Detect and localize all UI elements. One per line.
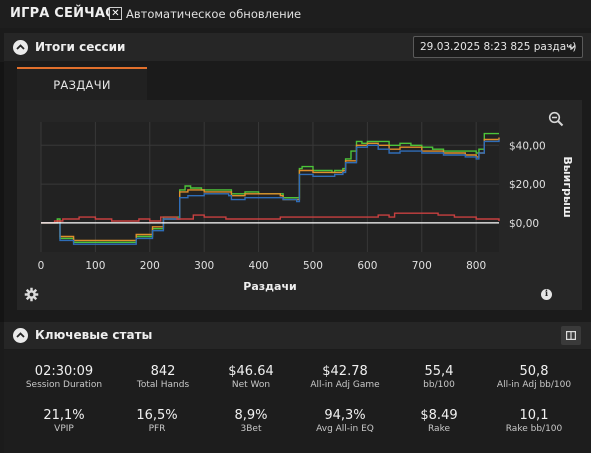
- stat-total-hands: 842 Total Hands: [115, 364, 211, 390]
- stat-net-won: $46.64 Net Won: [203, 364, 299, 390]
- stat-value: 50,8: [519, 364, 549, 379]
- auto-update-checkbox[interactable]: ✕: [109, 7, 122, 20]
- session-select[interactable]: 29.03.2025 8:23 825 раздач): [413, 36, 583, 58]
- top-bar: ИГРА СЕЙЧАС ✕ Автоматическое обновление: [0, 0, 591, 28]
- stat-value: $46.64: [228, 364, 274, 379]
- layout-toggle-button[interactable]: [561, 326, 581, 345]
- winnings-chart: 0 100 200 300 400 500 600 700 800 $0,00 $20,00 $40,…: [38, 122, 574, 293]
- tab-hands[interactable]: РАЗДАЧИ: [17, 67, 147, 100]
- stat-value: 842: [150, 364, 176, 379]
- chevron-up-icon: [16, 44, 25, 50]
- stat-label: 3Bet: [240, 424, 262, 434]
- auto-update-label[interactable]: Автоматическое обновление: [126, 7, 302, 21]
- stat-3bet: 8,9% 3Bet: [203, 408, 299, 434]
- stat-pfr: 16,5% PFR: [109, 408, 205, 434]
- key-stats-header: [4, 322, 591, 349]
- stat-label: Session Duration: [25, 380, 103, 390]
- gear-icon[interactable]: [24, 287, 39, 302]
- stat-value: 8,9%: [234, 408, 268, 423]
- stat-value: 94,3%: [324, 408, 366, 423]
- stat-value: 10,1: [519, 408, 549, 423]
- x-tick-label: 700: [412, 260, 432, 272]
- stat-bb100: 55,4 bb/100: [391, 364, 487, 390]
- x-tick-label: 100: [85, 260, 105, 272]
- stat-label: Total Hands: [136, 380, 190, 390]
- x-tick-label: 800: [466, 260, 486, 272]
- stat-label: VPIP: [54, 424, 74, 434]
- stat-label: bb/100: [423, 380, 455, 390]
- key-stats-grid: 02:30:09 Session Duration 842 Total Hands …: [4, 350, 591, 453]
- stat-vpip: 21,1% VPIP: [16, 408, 112, 434]
- y-tick-label: $0,00: [509, 218, 539, 230]
- stat-value: 55,4: [424, 364, 454, 379]
- stat-label: All-in Adj bb/100: [496, 380, 572, 390]
- y-tick-label: $40,00: [509, 140, 546, 152]
- chart-panel: 0 100 200 300 400 500 600 700 800 $0,00 $20,00 $40,…: [17, 100, 582, 310]
- session-summary-title: Итоги сессии: [35, 40, 126, 54]
- stat-label: All-in Adj Game: [310, 380, 380, 390]
- x-tick-label: 500: [303, 260, 323, 272]
- stat-allin-adj-bb100: 50,8 All-in Adj bb/100: [486, 364, 582, 390]
- y-tick-label: $20,00: [509, 179, 546, 191]
- stat-value: 16,5%: [136, 408, 178, 423]
- chevron-down-icon: [568, 44, 576, 50]
- stat-rake-bb100: 10,1 Rake bb/100: [486, 408, 582, 434]
- stat-value: 21,1%: [43, 408, 85, 423]
- series-line-2: [41, 139, 500, 245]
- stat-value: 02:30:09: [34, 364, 94, 379]
- stat-label: Rake: [428, 424, 450, 434]
- session-select-value: 29.03.2025 8:23 825 раздач): [420, 41, 577, 53]
- stat-session-duration: 02:30:09 Session Duration: [16, 364, 112, 390]
- series-line-0: [41, 132, 499, 243]
- stat-label: PFR: [148, 424, 166, 434]
- x-tick-label: 300: [194, 260, 214, 272]
- stat-value: $8.49: [420, 408, 458, 423]
- collapse-stats-button[interactable]: [13, 328, 28, 343]
- stat-allin-adj-game: $42.78 All-in Adj Game: [297, 364, 393, 390]
- x-tick-label: 600: [357, 260, 377, 272]
- plot-area: [41, 122, 499, 252]
- chevron-up-icon: [16, 332, 25, 338]
- x-tick-label: 400: [249, 260, 269, 272]
- stat-label: Net Won: [231, 380, 271, 390]
- stat-label: Avg All-in EQ: [316, 424, 374, 434]
- stat-value: $42.78: [322, 364, 368, 379]
- left-divider: [0, 62, 4, 322]
- x-tick-label: 0: [38, 260, 45, 272]
- y-axis-label: Выигрыш: [561, 156, 574, 217]
- split-panel-icon: [566, 331, 576, 340]
- series-line-3: [41, 212, 500, 224]
- zoom-out-icon[interactable]: [548, 111, 564, 127]
- collapse-session-button[interactable]: [13, 40, 28, 55]
- info-icon[interactable]: i: [541, 289, 552, 300]
- stat-label: Rake bb/100: [505, 424, 563, 434]
- tab-hands-label: РАЗДАЧИ: [53, 78, 111, 92]
- stat-avg-allin-eq: 94,3% Avg All-in EQ: [297, 408, 393, 434]
- x-tick-label: 200: [140, 260, 160, 272]
- key-stats-title: Ключевые статы: [35, 328, 153, 342]
- app-title: ИГРА СЕЙЧАС: [10, 6, 115, 21]
- stat-rake: $8.49 Rake: [391, 408, 487, 434]
- x-axis-label: Раздачи: [243, 280, 296, 293]
